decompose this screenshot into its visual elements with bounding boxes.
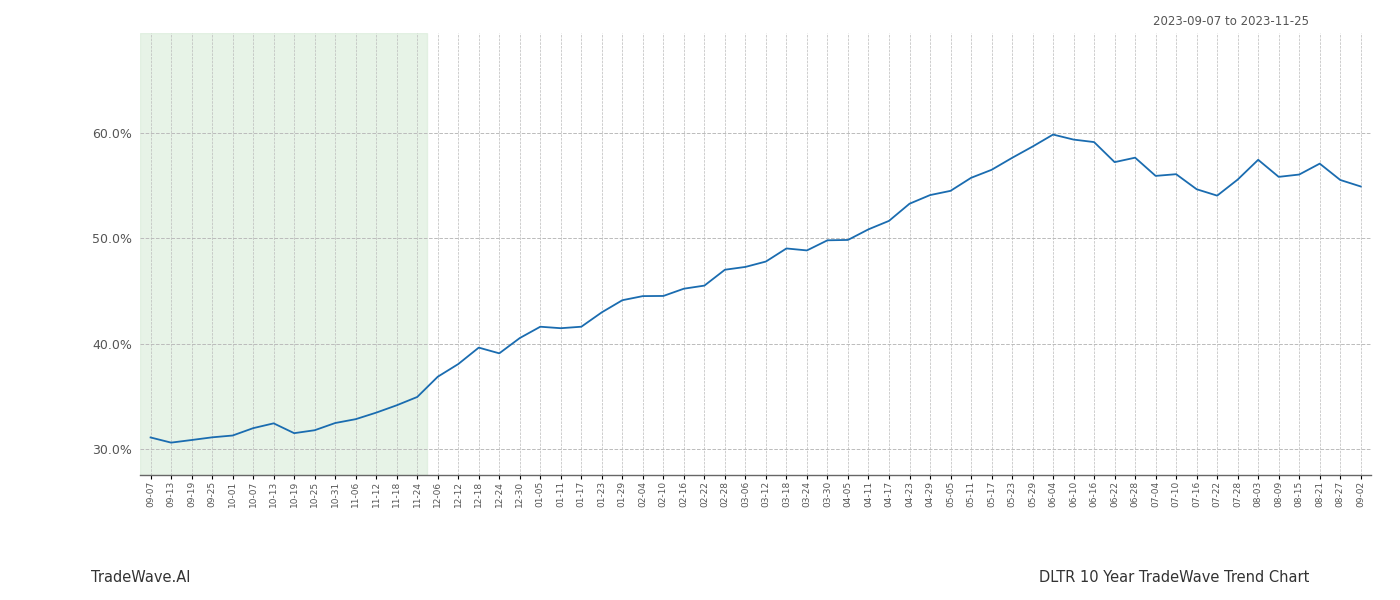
Text: TradeWave.AI: TradeWave.AI xyxy=(91,570,190,585)
Bar xyxy=(140,33,427,475)
Text: 2023-09-07 to 2023-11-25: 2023-09-07 to 2023-11-25 xyxy=(1154,15,1309,28)
Text: DLTR 10 Year TradeWave Trend Chart: DLTR 10 Year TradeWave Trend Chart xyxy=(1039,570,1309,585)
